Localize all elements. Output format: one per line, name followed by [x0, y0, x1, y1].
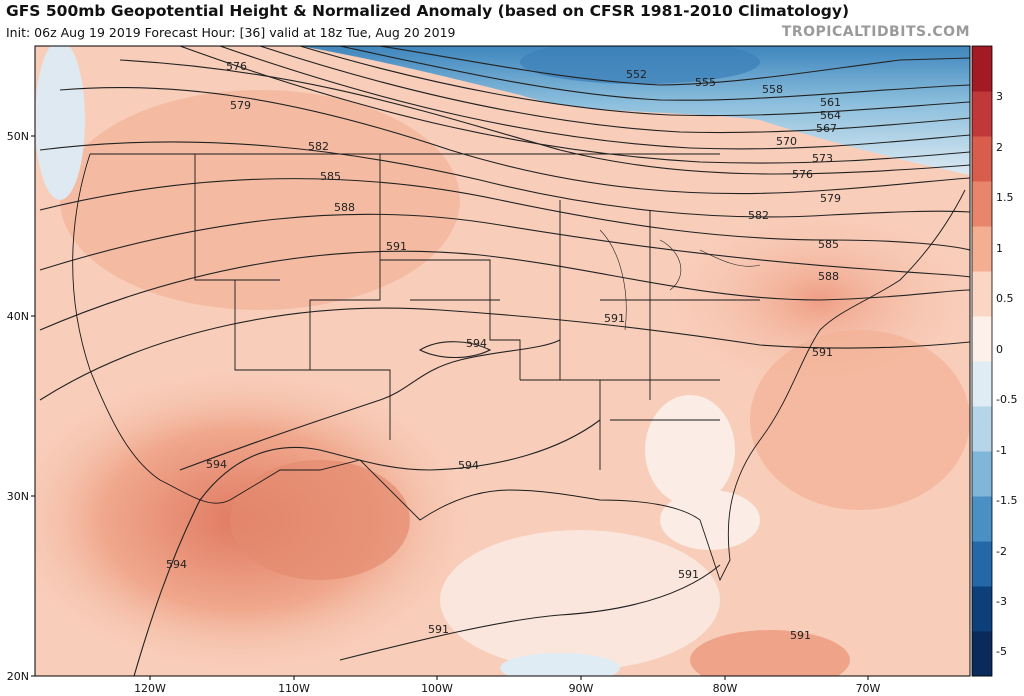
colorbar-swatch — [972, 316, 992, 362]
colorbar-label: 3 — [996, 90, 1003, 103]
borders — [72, 153, 966, 582]
colorbar-label: -5 — [996, 645, 1007, 658]
contour-label-591-c: 591 — [812, 346, 833, 359]
figure-subtitle: Init: 06z Aug 19 2019 Forecast Hour: [36… — [6, 25, 456, 40]
colorbar-swatch — [972, 136, 992, 182]
contour-label-579-west: 579 — [230, 99, 251, 112]
colorbar-label: -1 — [996, 444, 1007, 457]
contour-label-564: 564 — [820, 109, 841, 122]
colorbar-swatch — [972, 226, 992, 272]
colorbar-label: 1.5 — [996, 191, 1014, 204]
contour-label-591-b: 591 — [604, 312, 625, 325]
colorbar-swatch — [972, 451, 992, 497]
height-contours — [39, 46, 970, 676]
lat-label-40n: 40N — [7, 310, 29, 323]
contour-label-582: 582 — [748, 209, 769, 222]
colorbar-swatch — [972, 496, 992, 542]
colorbar: 3 2 1.5 1 0.5 0 -0.5 -1 -1.5 -2 -3 -5 — [971, 45, 1017, 677]
map-frame — [34, 45, 971, 677]
colorbar-label: -2 — [996, 545, 1007, 558]
contour-label-555: 555 — [695, 76, 716, 89]
map-panel: 552 555 558 561 564 567 570 573 576 576 … — [35, 46, 970, 676]
colorbar-swatch — [972, 91, 992, 137]
contour-label-594-b: 594 — [458, 459, 479, 472]
contour-label-591-a: 591 — [386, 240, 407, 253]
contour-label-588-west: 588 — [334, 201, 355, 214]
lon-label-80w: 80W — [713, 682, 738, 695]
colorbar-swatch — [972, 361, 992, 407]
colorbar-label: -0.5 — [996, 393, 1017, 406]
lat-label-30n: 30N — [7, 490, 29, 503]
colorbar-swatch — [972, 181, 992, 227]
lat-label-20n: 20N — [7, 670, 29, 683]
contour-label-594-a: 594 — [466, 337, 487, 350]
colorbar-label: 0.5 — [996, 292, 1014, 305]
colorbar-label: -3 — [996, 595, 1007, 608]
colorbar-swatch — [972, 631, 992, 677]
contour-label-591-f: 591 — [790, 629, 811, 642]
latitude-axis: 50N 40N 30N 20N — [7, 130, 35, 683]
contour-label-585: 585 — [818, 238, 839, 251]
contour-label-594-d: 594 — [166, 558, 187, 571]
colorbar-label: 1 — [996, 242, 1003, 255]
contour-label-588: 588 — [818, 270, 839, 283]
colorbar-label: 2 — [996, 141, 1003, 154]
colorbar-label: -1.5 — [996, 494, 1017, 507]
lon-label-120w: 120W — [134, 682, 166, 695]
contour-label-594-c: 594 — [206, 458, 227, 471]
contour-labels: 552 555 558 561 564 567 570 573 576 576 … — [166, 60, 841, 642]
colorbar-swatch — [972, 406, 992, 452]
contour-label-591-d: 591 — [678, 568, 699, 581]
contour-label-582-west: 582 — [308, 140, 329, 153]
contour-label-585-west: 585 — [320, 170, 341, 183]
source-credit: TROPICALTIDBITS.COM — [781, 24, 970, 40]
colorbar-label: 0 — [996, 343, 1003, 356]
lon-label-100w: 100W — [421, 682, 453, 695]
contour-label-570: 570 — [776, 135, 797, 148]
colorbar-swatch — [972, 586, 992, 632]
longitude-axis: 120W 110W 100W 90W 80W 70W — [134, 676, 881, 695]
lon-label-70w: 70W — [856, 682, 881, 695]
lat-label-50n: 50N — [7, 130, 29, 143]
colorbar-swatch — [972, 271, 992, 317]
contour-label-576: 576 — [792, 168, 813, 181]
contour-label-567: 567 — [816, 122, 837, 135]
colorbar-swatch — [972, 541, 992, 587]
contour-label-558: 558 — [762, 83, 783, 96]
colorbar-swatch — [972, 46, 992, 92]
lon-label-90w: 90W — [569, 682, 594, 695]
contour-label-579: 579 — [820, 192, 841, 205]
contour-label-552: 552 — [626, 68, 647, 81]
contour-label-573: 573 — [812, 152, 833, 165]
contour-label-591-e: 591 — [428, 623, 449, 636]
contour-label-576-west: 576 — [226, 60, 247, 73]
contour-label-561: 561 — [820, 96, 841, 109]
lon-label-110w: 110W — [278, 682, 310, 695]
figure-title: GFS 500mb Geopotential Height & Normaliz… — [6, 2, 850, 20]
